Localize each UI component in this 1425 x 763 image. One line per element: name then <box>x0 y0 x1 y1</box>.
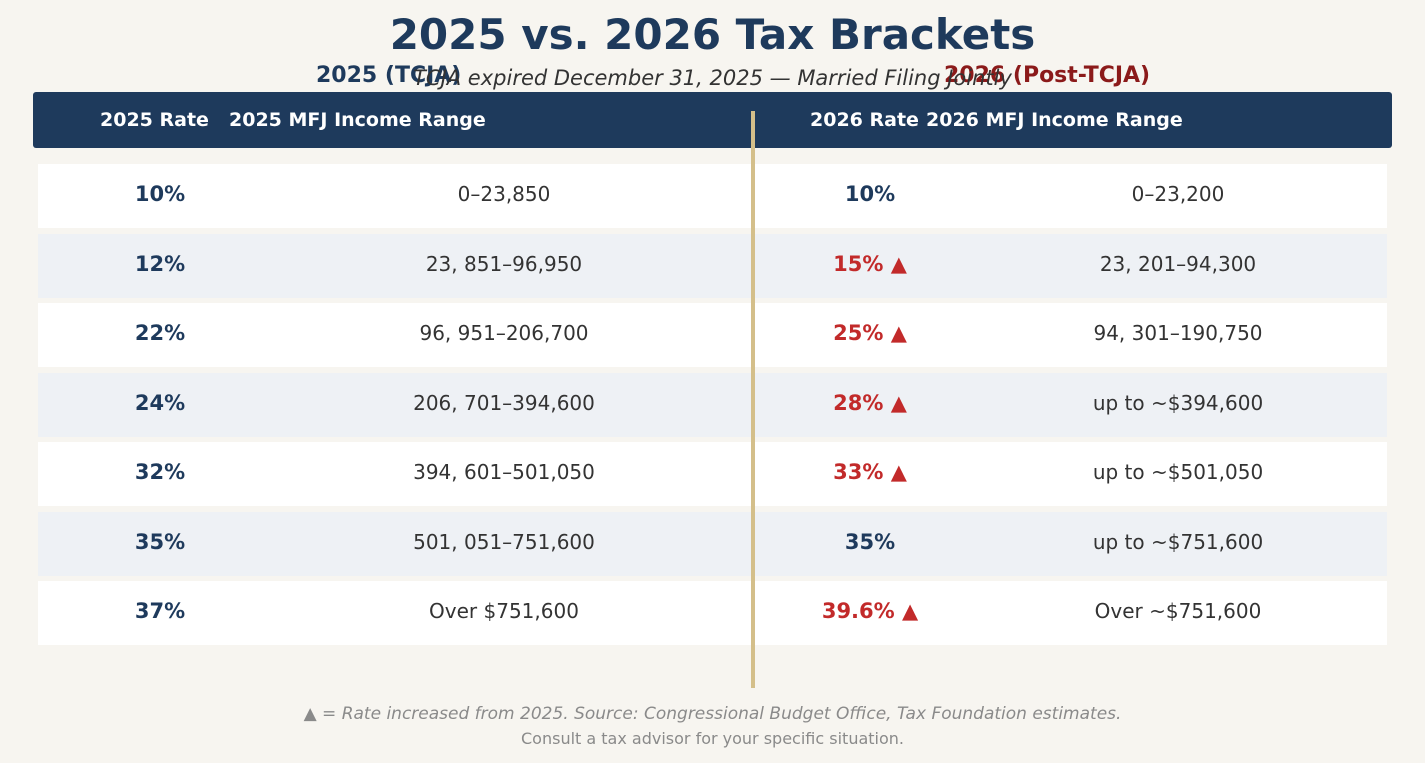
rate-2025-cell: 22% <box>134 321 186 345</box>
rate-2026-cell: 39.6% ▲ <box>821 599 919 623</box>
chart-subtitle: TCJA expired December 31, 2025 — Married… <box>413 66 1012 90</box>
year-divider <box>751 111 755 688</box>
range-2025-cell: 394, 601–501,050 <box>413 460 595 484</box>
range-2025-cell: 96, 951–206,700 <box>419 321 589 345</box>
header-2026-rate: 2026 Rate <box>810 109 919 131</box>
rate-2026-cell: 15% ▲ <box>833 251 907 276</box>
table-row: 12% 23, 851–96,950 15% ▲ 23, 201–94,300 <box>38 233 1387 298</box>
range-2026-cell: Over ~$751,600 <box>1094 599 1262 623</box>
rate-2025-cell: 32% <box>134 460 186 484</box>
group-label-2025: 2025 (TCJA) <box>316 63 462 88</box>
table-row: 32% 394, 601–501,050 33% ▲ up to ~$501,050 <box>38 442 1387 506</box>
table-row: 35% 501, 051–751,600 35% up to ~$751,600 <box>38 511 1387 576</box>
range-2026-cell: up to ~$394,600 <box>1092 390 1264 415</box>
header-2025-rate: 2025 Rate <box>100 109 209 131</box>
range-2026-cell: 23, 201–94,300 <box>1099 251 1257 276</box>
range-2026-cell: 94, 301–190,750 <box>1093 321 1263 345</box>
footnote: ▲ = Rate increased from 2025. Source: Co… <box>303 704 1122 724</box>
range-2026-cell: up to ~$501,050 <box>1092 460 1264 484</box>
rate-2026-cell: 25% ▲ <box>833 321 907 345</box>
range-2025-cell: 501, 051–751,600 <box>413 529 595 554</box>
rate-2026-cell: 33% ▲ <box>833 460 907 484</box>
rate-2026-cell: 35% <box>844 529 896 554</box>
table-header: 2025 Rate 2025 MFJ Income Range 2026 Rat… <box>33 92 1392 148</box>
range-2025-cell: 23, 851–96,950 <box>425 251 583 276</box>
table-row: 22% 96, 951–206,700 25% ▲ 94, 301–190,750 <box>38 303 1387 367</box>
header-2025-range: 2025 MFJ Income Range <box>229 109 486 131</box>
group-label-2026: 2026 (Post-TCJA) <box>944 63 1151 88</box>
table-row: 10% 0–23,850 10% 0–23,200 <box>38 164 1387 228</box>
rate-2025-cell: 10% <box>134 182 186 206</box>
table-row: 24% 206, 701–394,600 28% ▲ up to ~$394,600 <box>38 372 1387 437</box>
chart-title: 2025 vs. 2026 Tax Brackets <box>389 10 1036 59</box>
range-2026-cell: 0–23,200 <box>1131 182 1225 206</box>
rate-2026-cell: 28% ▲ <box>833 390 907 415</box>
header-2026-range: 2026 MFJ Income Range <box>926 109 1183 131</box>
range-2025-cell: 206, 701–394,600 <box>413 390 595 415</box>
range-2025-cell: Over $751,600 <box>429 599 579 623</box>
table-row: 37% Over $751,600 39.6% ▲ Over ~$751,600 <box>38 581 1387 645</box>
rate-2025-cell: 37% <box>134 599 186 623</box>
range-2025-cell: 0–23,850 <box>457 182 551 206</box>
rate-2025-cell: 35% <box>134 529 186 554</box>
range-2026-cell: up to ~$751,600 <box>1092 529 1264 554</box>
rate-2026-cell: 10% <box>844 182 896 206</box>
footnote-advisory: Consult a tax advisor for your specific … <box>521 729 904 748</box>
rate-2025-cell: 24% <box>134 390 186 415</box>
rate-2025-cell: 12% <box>134 251 186 276</box>
